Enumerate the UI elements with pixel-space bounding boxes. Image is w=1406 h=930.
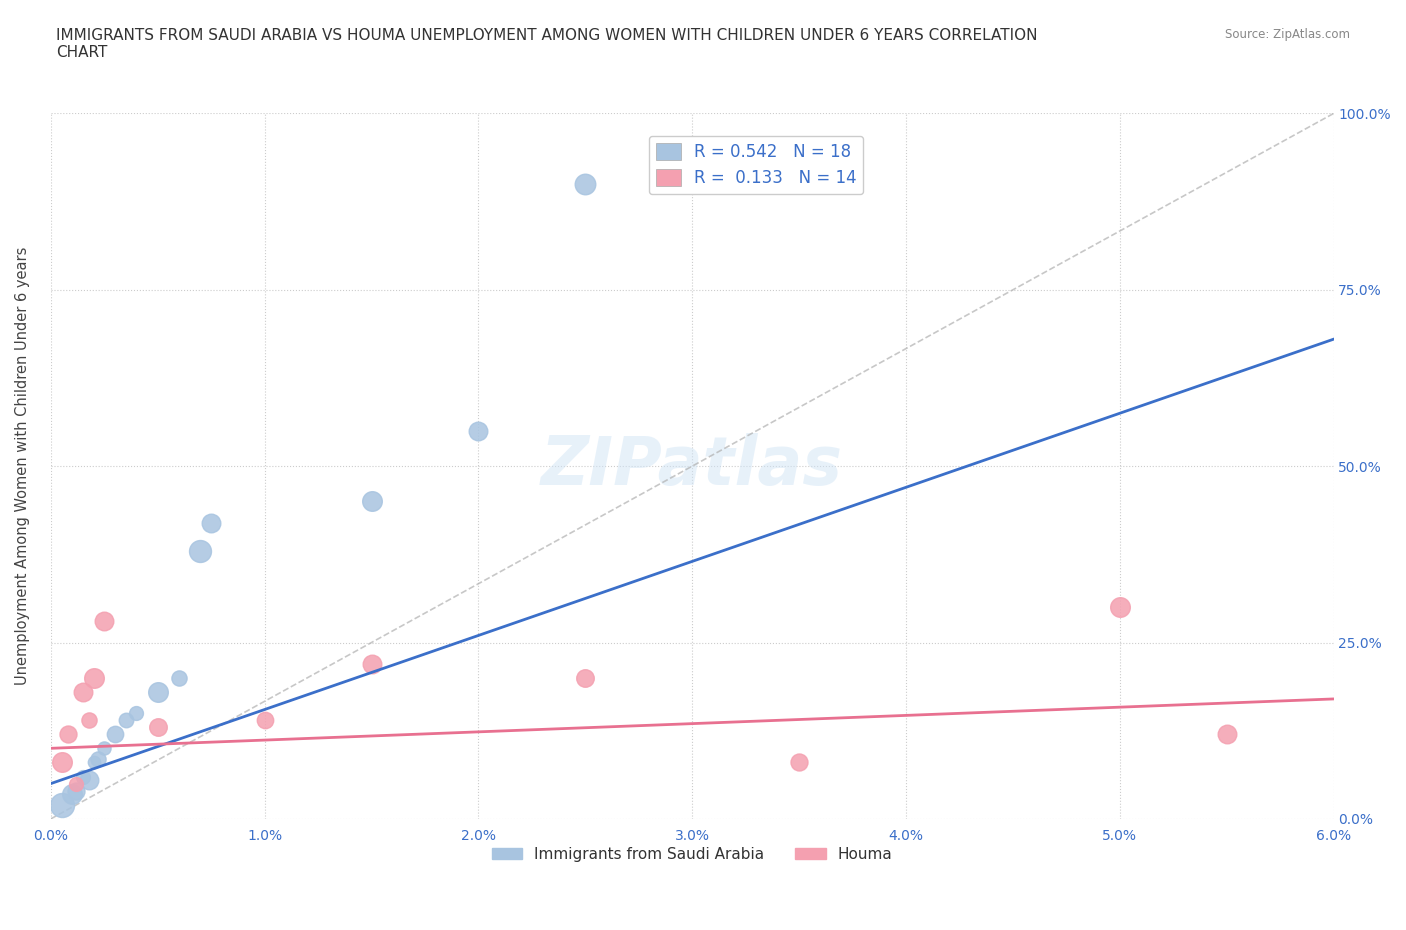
Point (79, 712, 101, 727)
Point (60, 787, 83, 802)
Point (574, 671, 596, 685)
Point (83, 755, 105, 770)
Point (51, 755, 73, 770)
Point (104, 726, 127, 741)
Text: ZIPatlas: ZIPatlas (541, 433, 844, 499)
Point (1108, 600, 1130, 615)
Point (146, 684, 169, 699)
Point (93, 741, 115, 756)
Point (360, 657, 382, 671)
Point (200, 515, 222, 530)
Point (51, 797, 73, 812)
Point (787, 755, 810, 770)
Text: IMMIGRANTS FROM SAUDI ARABIA VS HOUMA UNEMPLOYMENT AMONG WOMEN WITH CHILDREN UND: IMMIGRANTS FROM SAUDI ARABIA VS HOUMA UN… (56, 28, 1038, 60)
Point (146, 720, 169, 735)
Point (72, 769, 94, 784)
Point (93, 614, 115, 629)
Point (79, 773, 101, 788)
Text: Source: ZipAtlas.com: Source: ZipAtlas.com (1225, 28, 1350, 41)
Point (360, 494, 382, 509)
Point (65, 777, 87, 791)
Y-axis label: Unemployment Among Women with Children Under 6 years: Unemployment Among Women with Children U… (15, 247, 30, 685)
Point (72, 684, 94, 699)
Point (253, 712, 276, 727)
Point (56, 726, 79, 741)
Point (83, 671, 105, 685)
Point (1215, 726, 1237, 741)
Point (167, 671, 190, 685)
Point (87, 751, 110, 766)
Point (190, 543, 212, 558)
Point (125, 706, 148, 721)
Legend: Immigrants from Saudi Arabia, Houma: Immigrants from Saudi Arabia, Houma (485, 841, 898, 868)
Point (467, 423, 489, 438)
Point (574, 177, 596, 192)
Point (65, 783, 87, 798)
Point (114, 712, 136, 727)
